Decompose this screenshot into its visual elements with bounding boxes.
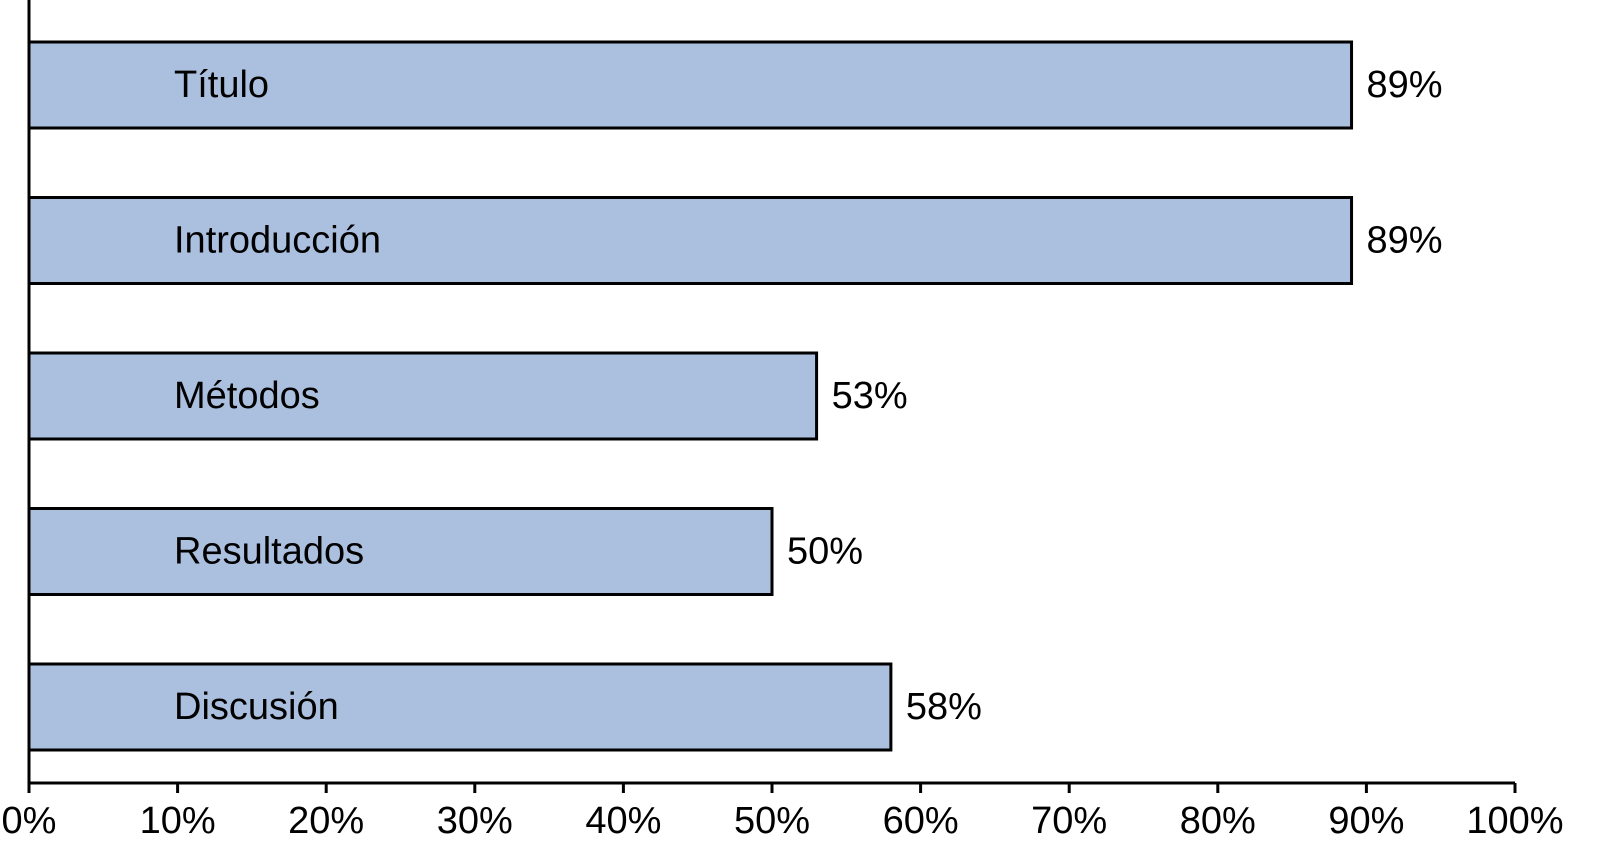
bar <box>27 40 1354 130</box>
x-tick-label: 100% <box>1466 800 1563 842</box>
x-tick-label: 0% <box>2 800 57 842</box>
bar <box>27 196 1354 285</box>
category-label: Introducción <box>174 220 381 262</box>
bar <box>27 351 819 441</box>
x-tick-label: 40% <box>585 800 661 842</box>
category-label: Título <box>174 64 269 106</box>
category-label: Métodos <box>174 375 320 417</box>
x-tick-label: 10% <box>140 800 216 842</box>
value-label: 50% <box>787 531 863 573</box>
x-tick-label: 90% <box>1328 800 1404 842</box>
value-label: 58% <box>906 686 982 728</box>
bar <box>27 507 774 596</box>
value-label: 89% <box>1367 220 1443 262</box>
value-label: 53% <box>832 375 908 417</box>
x-tick-label: 80% <box>1180 800 1256 842</box>
x-tick-label: 50% <box>734 800 810 842</box>
x-tick-label: 70% <box>1031 800 1107 842</box>
x-tick-label: 60% <box>883 800 959 842</box>
x-tick-label: 20% <box>288 800 364 842</box>
bar <box>27 662 893 752</box>
x-tick-label: 30% <box>437 800 513 842</box>
value-label: 89% <box>1367 64 1443 106</box>
category-label: Discusión <box>174 686 339 728</box>
category-label: Resultados <box>174 531 364 573</box>
